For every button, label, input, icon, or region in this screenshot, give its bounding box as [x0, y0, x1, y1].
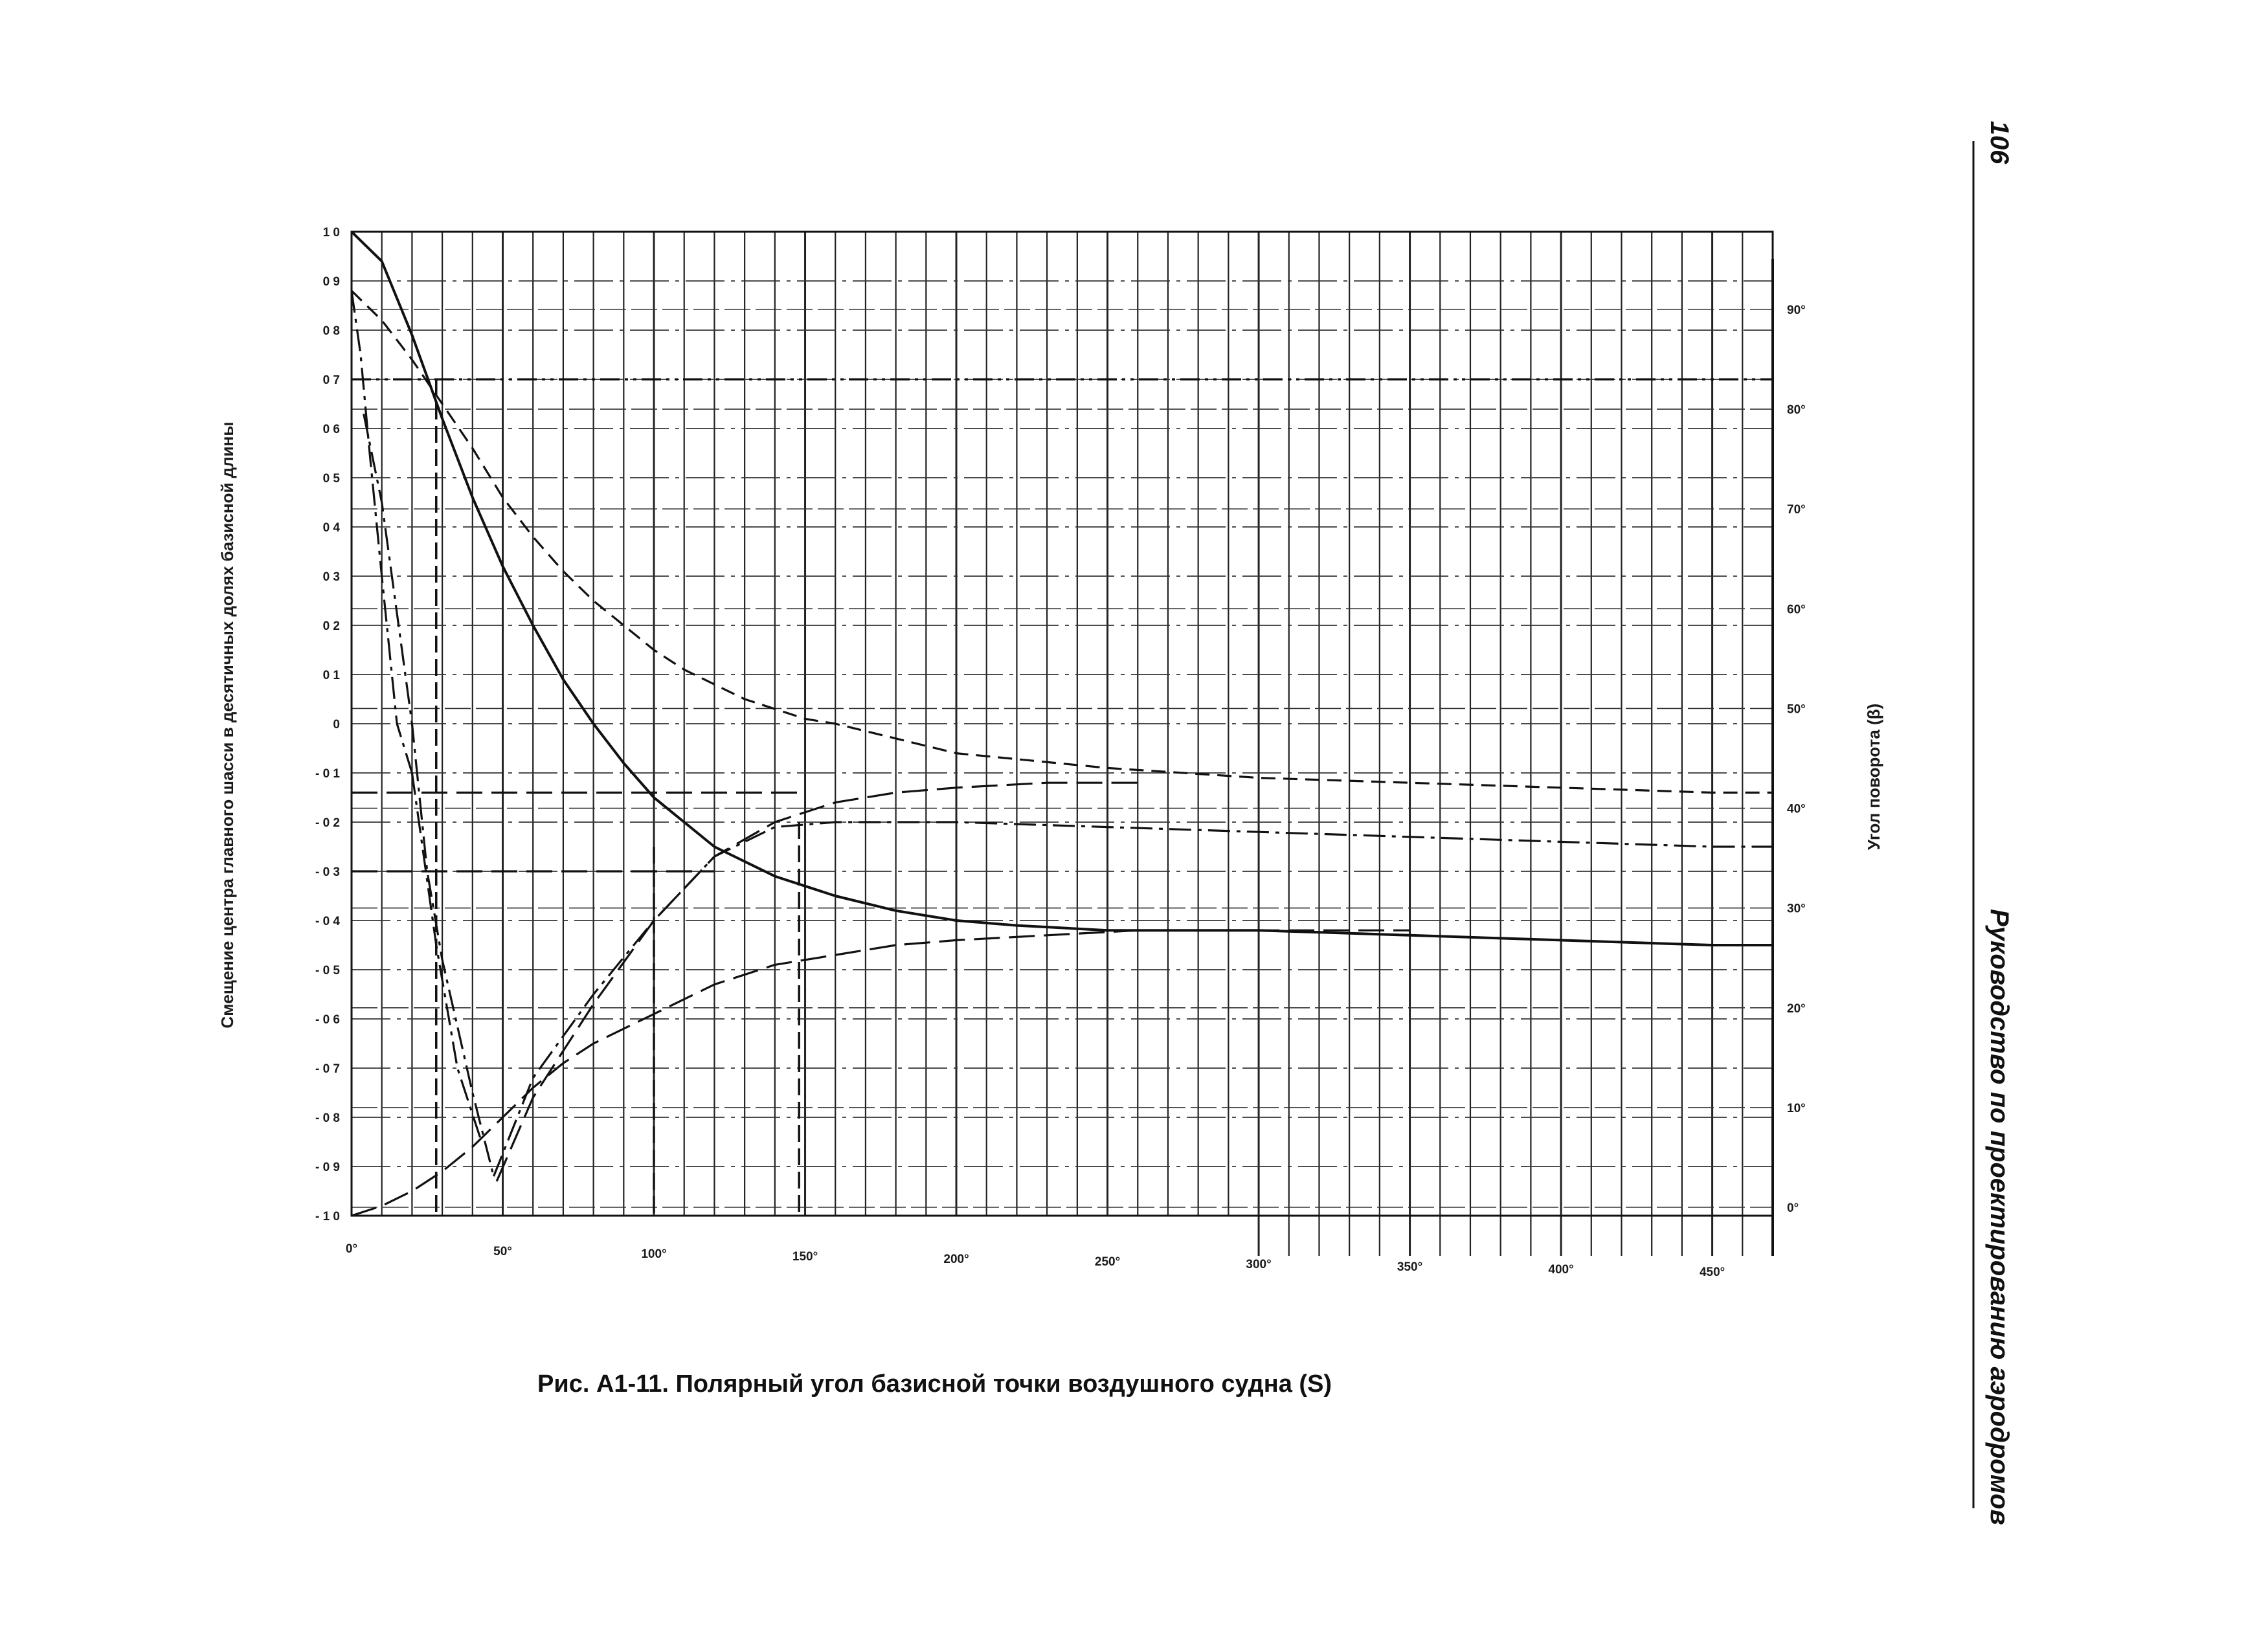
y-left-tick-label: - 0 2 [315, 816, 340, 830]
y-right-tick-label: 70° [1787, 503, 1806, 517]
y-left-tick-label: 0 3 [323, 570, 340, 584]
series-line-8 [495, 781, 1138, 1182]
y-right-tick-label: 90° [1787, 304, 1806, 317]
y-left-tick-label: 0 2 [323, 620, 340, 633]
y-left-tick-label: - 0 6 [315, 1013, 340, 1027]
x-tick-label: 100° [641, 1247, 666, 1261]
x-tick-label: 450° [1700, 1266, 1725, 1279]
grid [350, 230, 1774, 1256]
x-tick-label: 350° [1397, 1260, 1422, 1274]
series-line-6 [350, 290, 413, 774]
y-right-tick-label: 20° [1787, 1002, 1806, 1016]
y-right-tick-label: 0° [1787, 1201, 1799, 1215]
figure-caption: Рис. А1-11. Полярный угол базисной точки… [537, 1370, 1332, 1398]
y-left-tick-label: - 1 0 [315, 1210, 340, 1223]
y-axis-left-title: Смещение центра главного шасси в десятич… [218, 421, 237, 1028]
page-number: 106 [1985, 121, 2014, 164]
x-tick-label: 50° [493, 1245, 512, 1258]
tick-labels: 1 0 0 9 0 8 0 7 0 6 0 5 0 4 0 3 0 2 0 1 0 - 0 1 - 0 … [315, 226, 1806, 1279]
series-line-1 [350, 230, 1773, 946]
y-left-tick-label: 0 [333, 718, 340, 731]
y-left-tick-label: 0 5 [323, 472, 341, 486]
annotations [435, 379, 800, 1216]
plot-series [350, 230, 1773, 1217]
x-tick-label: 250° [1095, 1255, 1120, 1269]
series-line-2 [350, 290, 1773, 794]
running-title: Руководство по проектированию аэродромов [1985, 909, 2014, 1525]
x-tick-label: 400° [1548, 1263, 1573, 1277]
y-left-tick-label: - 0 7 [315, 1062, 340, 1076]
y-left-tick-label: - 0 1 [315, 767, 340, 781]
y-right-tick-label: 60° [1787, 603, 1806, 616]
y-left-tick-label: 0 4 [323, 521, 341, 535]
y-left-tick-label: 0 6 [323, 423, 340, 436]
x-tick-label: 200° [943, 1253, 969, 1266]
y-right-tick-label: 80° [1787, 403, 1806, 417]
y-right-tick-label: 40° [1787, 803, 1806, 816]
y-axis-right-title: Угол поворота (β) [1864, 704, 1883, 850]
x-tick-label: 300° [1246, 1258, 1271, 1271]
series-line-4 [363, 413, 495, 1177]
y-right-tick-label: 10° [1787, 1102, 1806, 1115]
y-left-tick-label: - 0 4 [315, 915, 340, 928]
y-left-tick-label: 0 1 [323, 669, 341, 682]
y-right-tick-label: 30° [1787, 902, 1806, 916]
y-left-tick-label: - 0 8 [315, 1111, 340, 1125]
series-line-7 [410, 772, 483, 1143]
x-tick-label: 0° [346, 1242, 357, 1256]
y-right-tick-label: 50° [1787, 702, 1806, 716]
series-line-3 [351, 929, 1410, 1217]
y-left-tick-label: 0 7 [323, 374, 340, 387]
y-left-tick-label: - 0 5 [315, 964, 340, 977]
y-left-tick-label: - 0 9 [315, 1161, 340, 1174]
y-left-tick-label: 1 0 [323, 226, 340, 240]
series-line-5 [493, 821, 1773, 1177]
y-left-tick-label: 0 9 [323, 275, 340, 289]
y-left-tick-label: 0 8 [323, 324, 340, 338]
y-left-tick-label: - 0 3 [315, 865, 340, 879]
x-tick-label: 150° [792, 1250, 818, 1264]
